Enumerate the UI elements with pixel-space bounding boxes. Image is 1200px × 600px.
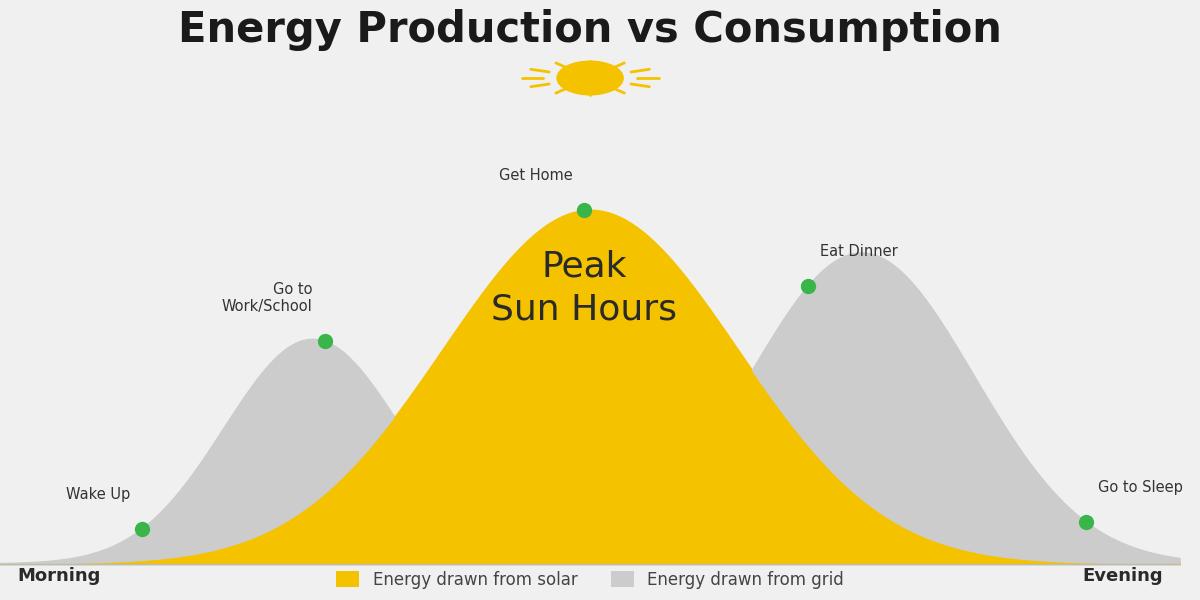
Text: Go to Sleep: Go to Sleep: [1098, 480, 1182, 495]
Circle shape: [557, 61, 623, 95]
Text: Morning: Morning: [18, 567, 101, 585]
Text: Get Home: Get Home: [499, 168, 572, 183]
Text: Wake Up: Wake Up: [66, 487, 130, 502]
Legend: Energy drawn from solar, Energy drawn from grid: Energy drawn from solar, Energy drawn fr…: [336, 571, 844, 589]
Text: Peak
Sun Hours: Peak Sun Hours: [491, 250, 677, 326]
Text: Energy Production vs Consumption: Energy Production vs Consumption: [178, 9, 1002, 51]
Text: Go to
Work/School: Go to Work/School: [222, 282, 313, 314]
Text: Eat Dinner: Eat Dinner: [821, 244, 898, 259]
Text: Evening: Evening: [1082, 567, 1163, 585]
